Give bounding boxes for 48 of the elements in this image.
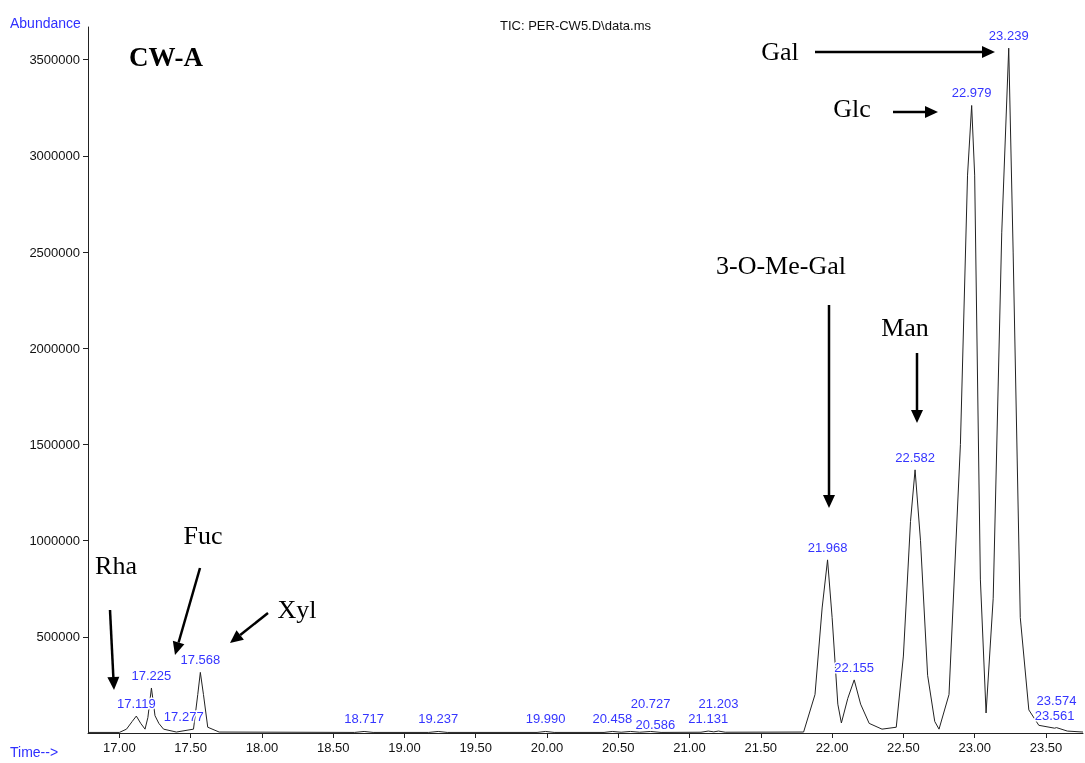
x-tick-label: 23.00 <box>958 740 991 755</box>
annotation: 21.203 <box>698 696 739 712</box>
annotation: 19.237 <box>418 711 459 727</box>
x-tick-label: 17.50 <box>174 740 207 755</box>
annotation: 22.979 <box>951 85 992 101</box>
annotation: 22.582 <box>895 449 935 465</box>
annotation: 23.574 <box>1036 693 1077 709</box>
annotation: 20.458 <box>592 711 633 727</box>
x-tick-label: 20.00 <box>530 740 564 755</box>
annotation: Xyl <box>277 594 317 624</box>
y-tick-label: 3000000 <box>29 148 80 164</box>
x-tick-label: 19.00 <box>388 740 421 755</box>
annotation: 21.968 <box>807 539 848 555</box>
y-axis-title: Abundance <box>10 15 82 31</box>
x-tick-label: 22.00 <box>815 740 849 755</box>
annotation: 17.225 <box>131 667 172 683</box>
annotation: 19.990 <box>525 711 566 727</box>
x-tick-label: 18.00 <box>245 740 279 755</box>
annotation: Gal <box>761 36 799 66</box>
x-tick-label: 20.50 <box>602 740 635 755</box>
annotation: CW-A <box>129 42 204 73</box>
annotation: 20.727 <box>630 696 671 712</box>
y-tick-label: 500000 <box>36 629 80 645</box>
y-tick-label: 3500000 <box>29 52 80 68</box>
annotation: 23.239 <box>988 28 1029 44</box>
y-tick-label: 1000000 <box>29 533 80 549</box>
annotation: 21.131 <box>688 711 729 727</box>
chart-title: TIC: PER-CW5.D\data.ms <box>500 18 652 33</box>
x-tick-label: 21.00 <box>673 740 706 755</box>
x-tick-label: 17.00 <box>103 740 136 755</box>
annotation: 17.568 <box>180 652 221 668</box>
x-tick-label: 22.50 <box>887 740 920 755</box>
y-tick-label: 2000000 <box>29 340 80 356</box>
annotation: Glc <box>833 93 871 123</box>
x-tick-label: 18.50 <box>316 740 350 755</box>
x-axis-title: Time--> <box>10 744 59 760</box>
x-tick-label: 19.50 <box>459 740 493 755</box>
x-tick-label: 21.50 <box>744 740 778 755</box>
annotation: Rha <box>95 550 138 580</box>
x-tick-label: 23.50 <box>1029 740 1063 755</box>
annotation: 20.586 <box>635 717 676 733</box>
annotation: Fuc <box>183 520 223 550</box>
annotation: Man <box>881 312 929 342</box>
annotation: 23.561 <box>1034 708 1075 724</box>
y-tick-label: 2500000 <box>29 244 80 260</box>
annotation: 3-O-Me-Gal <box>716 250 846 280</box>
y-tick-label: 1500000 <box>29 436 80 452</box>
annotation: 18.717 <box>344 711 384 727</box>
